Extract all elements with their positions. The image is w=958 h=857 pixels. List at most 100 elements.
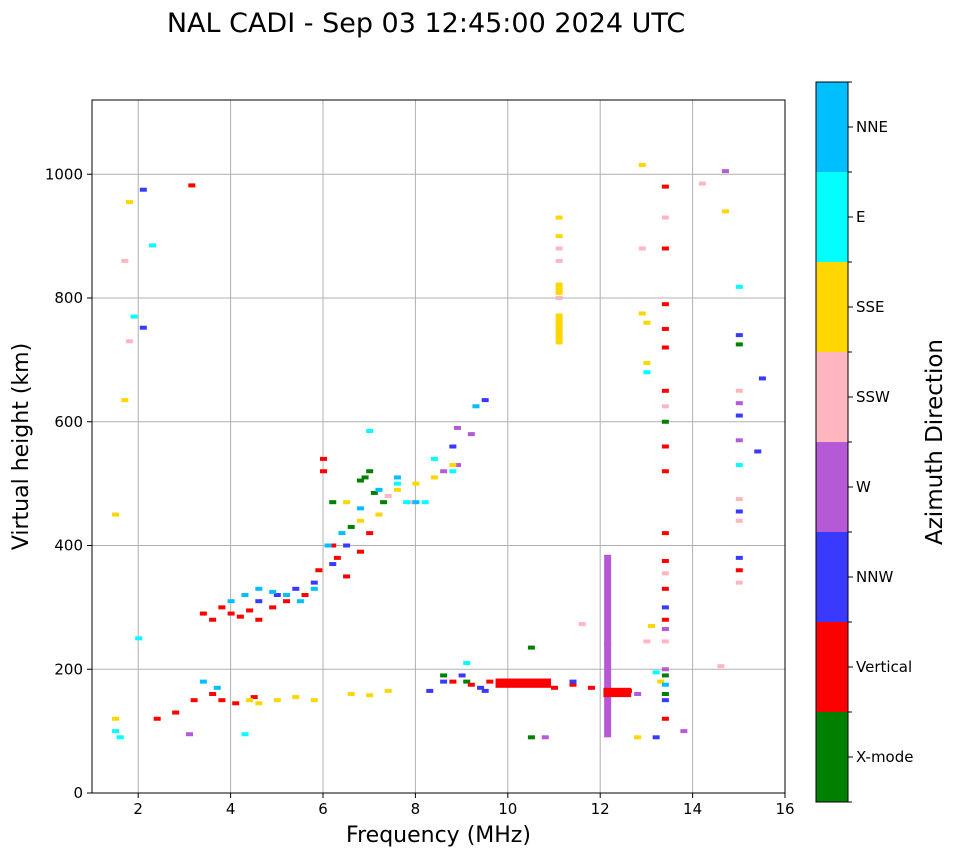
data-point: [555, 215, 563, 220]
data-point: [366, 469, 374, 474]
colorbar-label: SSE: [856, 298, 885, 316]
data-point: [569, 679, 577, 684]
y-tick-label: 200: [54, 660, 83, 678]
data-point: [393, 481, 401, 486]
data-point: [112, 729, 120, 734]
data-point: [310, 698, 318, 703]
data-point: [555, 234, 563, 239]
data-point: [241, 732, 249, 737]
data-point: [135, 636, 143, 641]
colorbar-frame: [815, 81, 849, 803]
y-tick-label: 600: [54, 413, 83, 431]
data-point: [652, 670, 660, 675]
plot-area-frame: [91, 99, 786, 794]
x-tick-label: 16: [775, 800, 794, 818]
data-point: [754, 449, 762, 454]
data-point: [643, 370, 651, 375]
axes: 2 4 6 8 10 12 14 16 0 200 400 600 800 1000: [45, 165, 795, 818]
data-point: [338, 531, 346, 536]
data-point: [269, 605, 277, 610]
data-point: [680, 729, 688, 734]
data-point: [661, 698, 669, 703]
data-point: [255, 701, 263, 706]
data-point: [661, 404, 669, 409]
data-point: [199, 679, 207, 684]
data-point: [393, 475, 401, 480]
data-point: [356, 549, 364, 554]
data-point: [604, 554, 612, 738]
data-point: [481, 688, 489, 693]
data-point: [232, 701, 240, 706]
data-point: [407, 500, 415, 505]
data-point: [426, 688, 434, 693]
data-point: [661, 215, 669, 220]
data-point: [661, 586, 669, 591]
data-points: [112, 162, 766, 740]
data-point: [292, 695, 300, 700]
data-point: [209, 692, 217, 696]
data-point: [440, 469, 448, 474]
data-point: [370, 490, 378, 495]
data-point: [361, 475, 369, 480]
y-tick-label: 800: [54, 289, 83, 307]
data-point: [661, 605, 669, 610]
data-point: [735, 333, 743, 338]
data-point: [310, 580, 318, 585]
data-point: [255, 617, 263, 622]
data-point: [149, 243, 157, 248]
data-point: [661, 682, 669, 687]
colorbar-label: NNE: [856, 118, 888, 136]
data-point: [463, 661, 471, 666]
colorbar-label: SSW: [856, 388, 890, 406]
data-point: [273, 593, 281, 597]
colorbar-segment: [816, 172, 848, 262]
data-point: [735, 497, 743, 502]
data-point: [661, 667, 669, 672]
data-point: [634, 735, 642, 740]
data-point: [139, 325, 147, 330]
colorbar-segment: [816, 82, 848, 172]
data-point: [527, 735, 535, 740]
data-point: [250, 695, 258, 700]
data-point: [301, 593, 309, 597]
data-point: [292, 586, 300, 591]
data-point: [384, 494, 392, 498]
data-point: [320, 456, 327, 461]
data-point: [283, 599, 291, 604]
data-point: [412, 500, 420, 505]
data-point: [638, 246, 646, 251]
data-point: [283, 593, 291, 597]
data-point: [310, 586, 318, 591]
data-point: [343, 574, 351, 579]
data-point: [366, 693, 374, 698]
data-point: [347, 524, 355, 529]
colorbar-segment: [816, 352, 848, 442]
data-point: [356, 506, 364, 511]
data-point: [213, 685, 221, 690]
data-point: [329, 562, 337, 567]
data-point: [172, 710, 180, 715]
data-point: [421, 500, 429, 505]
data-point: [555, 258, 563, 263]
data-point: [199, 611, 207, 616]
data-point: [356, 478, 364, 483]
data-point: [643, 639, 651, 644]
data-point: [735, 388, 743, 393]
data-point: [661, 617, 669, 622]
data-point: [638, 311, 646, 316]
data-point: [412, 481, 420, 486]
data-point: [661, 326, 669, 331]
data-point: [661, 419, 669, 424]
data-point: [603, 687, 632, 698]
data-point: [380, 500, 388, 505]
data-point: [430, 456, 438, 461]
data-point: [121, 258, 129, 263]
data-point: [384, 688, 392, 693]
data-point: [227, 599, 235, 604]
data-point: [139, 187, 147, 192]
data-point: [463, 679, 471, 684]
data-point: [661, 716, 669, 721]
data-point: [758, 376, 766, 381]
colorbar-label: X-mode: [856, 748, 913, 766]
